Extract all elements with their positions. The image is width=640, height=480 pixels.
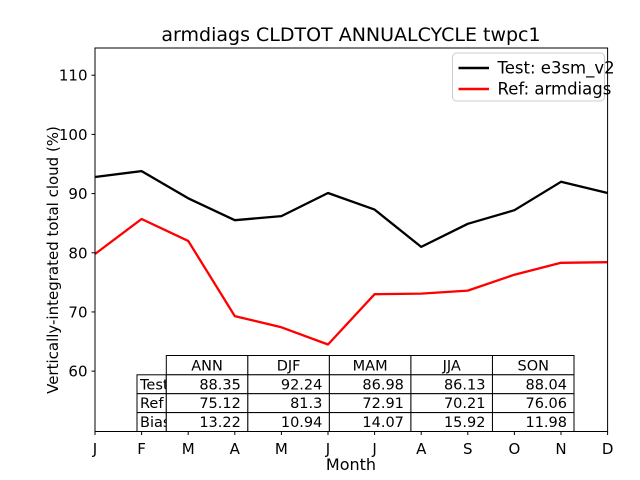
x-axis-label: Month [326, 455, 376, 474]
x-tick-label: A [230, 440, 241, 458]
series-lines [94, 169, 608, 346]
table-header-label: ANN [191, 359, 223, 375]
table-cell-value: 11.98 [525, 415, 567, 431]
table-row-label: Ref [140, 396, 164, 412]
legend-box [452, 52, 605, 102]
y-tick-label: 70 [68, 303, 87, 321]
table-cell-value: 86.13 [444, 377, 486, 393]
x-tick-label: S [463, 440, 473, 458]
table-cell-value: 13.22 [199, 415, 241, 431]
x-tick-label: D [602, 440, 614, 458]
table-cell-value: 92.24 [281, 377, 323, 393]
x-tick-label: M [182, 440, 195, 458]
table-cell-value: 14.07 [362, 415, 404, 431]
table-header-label: SON [517, 359, 548, 375]
legend-label-ref: Ref: armdiags [498, 80, 612, 99]
table-cell-value: 10.94 [281, 415, 323, 431]
y-axis-label: Vertically-integrated total cloud (%) [44, 126, 62, 394]
table-header-label: MAM [353, 359, 388, 375]
x-tick-label: J [92, 440, 97, 458]
x-tick-label: O [508, 440, 520, 458]
table-cell-value: 88.35 [199, 377, 241, 393]
table-cell-value: 75.12 [199, 396, 241, 412]
table-cell-value: 76.06 [525, 396, 567, 412]
y-tick-label: 110 [59, 67, 88, 85]
x-tick-label: A [416, 440, 427, 458]
chart-title: armdiags CLDTOT ANNUALCYCLE twpc1 [161, 24, 540, 46]
table-row-label: Bias [140, 415, 170, 431]
x-tick-label: N [555, 440, 566, 458]
table-cell-value: 15.92 [444, 415, 486, 431]
table-cell [491, 412, 575, 433]
y-tick-label: 60 [68, 363, 87, 381]
x-tick-label: J [325, 440, 330, 458]
table-cell-value: 88.04 [525, 377, 567, 393]
y-tick-label: 90 [68, 185, 87, 203]
series-line-test [94, 169, 608, 249]
series-line-ref [94, 217, 608, 346]
legend-label-test: Test: e3sm_v2 [497, 59, 615, 79]
y-tick-label: 100 [59, 126, 88, 144]
table-row-label: Test [139, 377, 169, 393]
y-tick-label: 80 [68, 244, 87, 262]
legend: Test: e3sm_v2 Ref: armdiags [452, 52, 615, 102]
x-tick-label: J [371, 440, 376, 458]
table-header-label: JJA [442, 359, 461, 375]
table-cell-value: 72.91 [362, 396, 404, 412]
table-cell-value: 81.3 [290, 396, 322, 412]
x-tick-label: F [137, 440, 146, 458]
table-cell-value: 70.21 [444, 396, 486, 412]
table-cell-value: 86.98 [362, 377, 404, 393]
x-tick-label: M [275, 440, 288, 458]
table-header-label: DJF [277, 359, 301, 375]
y-axis: 60 70 80 90 100 110 [59, 67, 95, 381]
seasonal-means-table: ANN DJF MAM JJA SON Test 88.35 92.24 86.98 86.13 8… [136, 355, 575, 433]
